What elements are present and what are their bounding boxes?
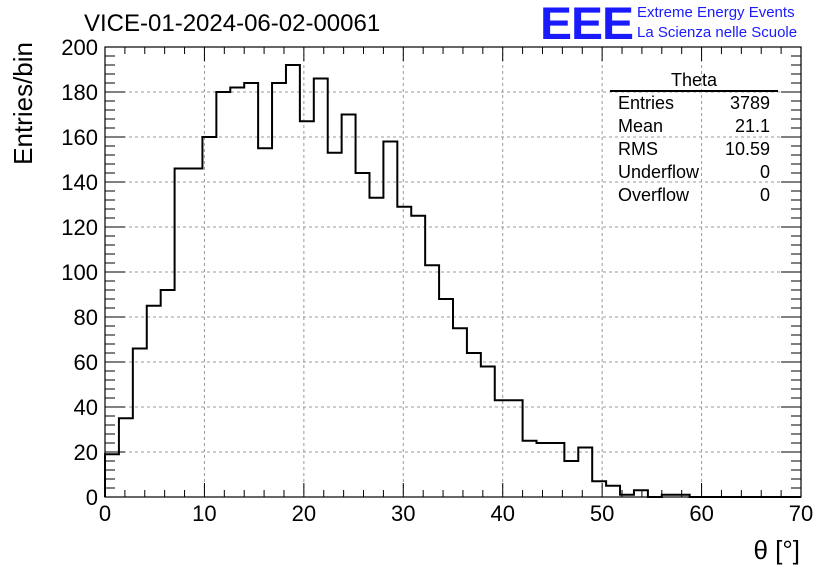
y-tick-label: 80 <box>74 305 98 330</box>
logo-caption-line2: La Scienza nelle Scuole <box>637 24 798 41</box>
stats-row-rms: RMS 10.59 <box>610 138 778 161</box>
eee-logo: EEE <box>540 0 634 50</box>
logo-caption-line1: Extreme Energy Events <box>637 4 795 21</box>
y-tick-labels: 0 20 40 60 80 100 120 140 160 180 200 <box>61 35 98 510</box>
y-tick-label: 200 <box>61 35 98 60</box>
stats-label: Overflow <box>618 185 690 205</box>
x-tick-label: 0 <box>99 501 111 526</box>
stats-value: 0 <box>759 162 770 182</box>
axis-ticks <box>104 46 802 498</box>
y-tick-label: 40 <box>74 395 98 420</box>
stats-value: 0 <box>759 185 770 205</box>
x-axis-label: θ [°] <box>753 535 800 565</box>
y-tick-label: 120 <box>61 215 98 240</box>
stats-box-title: Theta <box>610 70 778 92</box>
stats-value: 21.1 <box>734 116 770 136</box>
y-tick-label: 0 <box>86 485 98 510</box>
y-tick-label: 20 <box>74 440 98 465</box>
stats-label: RMS <box>618 139 658 159</box>
stats-value: 10.59 <box>724 139 770 159</box>
stats-label: Mean <box>618 116 664 136</box>
y-tick-label: 60 <box>74 350 98 375</box>
chart-title: VICE-01-2024-06-02-00061 <box>84 10 381 37</box>
y-tick-label: 180 <box>61 80 98 105</box>
stats-box: Theta Entries 3789 Mean 21.1 RMS 10.59 U… <box>610 70 778 207</box>
stats-label: Entries <box>618 93 675 113</box>
logo-caption: Extreme Energy Events La Scienza nelle S… <box>637 3 797 43</box>
x-tick-label: 30 <box>391 501 415 526</box>
y-tick-label: 100 <box>61 260 98 285</box>
x-tick-label: 60 <box>689 501 713 526</box>
stats-label: Underflow <box>618 162 700 182</box>
stats-row-overflow: Overflow 0 <box>610 184 778 207</box>
y-tick-label: 140 <box>61 170 98 195</box>
x-tick-label: 10 <box>192 501 216 526</box>
stats-value: 3789 <box>729 93 770 113</box>
stats-row-mean: Mean 21.1 <box>610 115 778 138</box>
x-tick-labels: 0 10 20 30 40 50 60 70 <box>99 501 813 526</box>
x-tick-label: 70 <box>789 501 813 526</box>
stats-row-underflow: Underflow 0 <box>610 161 778 184</box>
y-tick-label: 160 <box>61 125 98 150</box>
y-axis-label: Entries/bin <box>8 42 38 165</box>
x-tick-label: 20 <box>292 501 316 526</box>
x-tick-label: 40 <box>490 501 514 526</box>
stats-row-entries: Entries 3789 <box>610 92 778 115</box>
histogram-step-line <box>104 64 801 498</box>
x-tick-label: 50 <box>590 501 614 526</box>
